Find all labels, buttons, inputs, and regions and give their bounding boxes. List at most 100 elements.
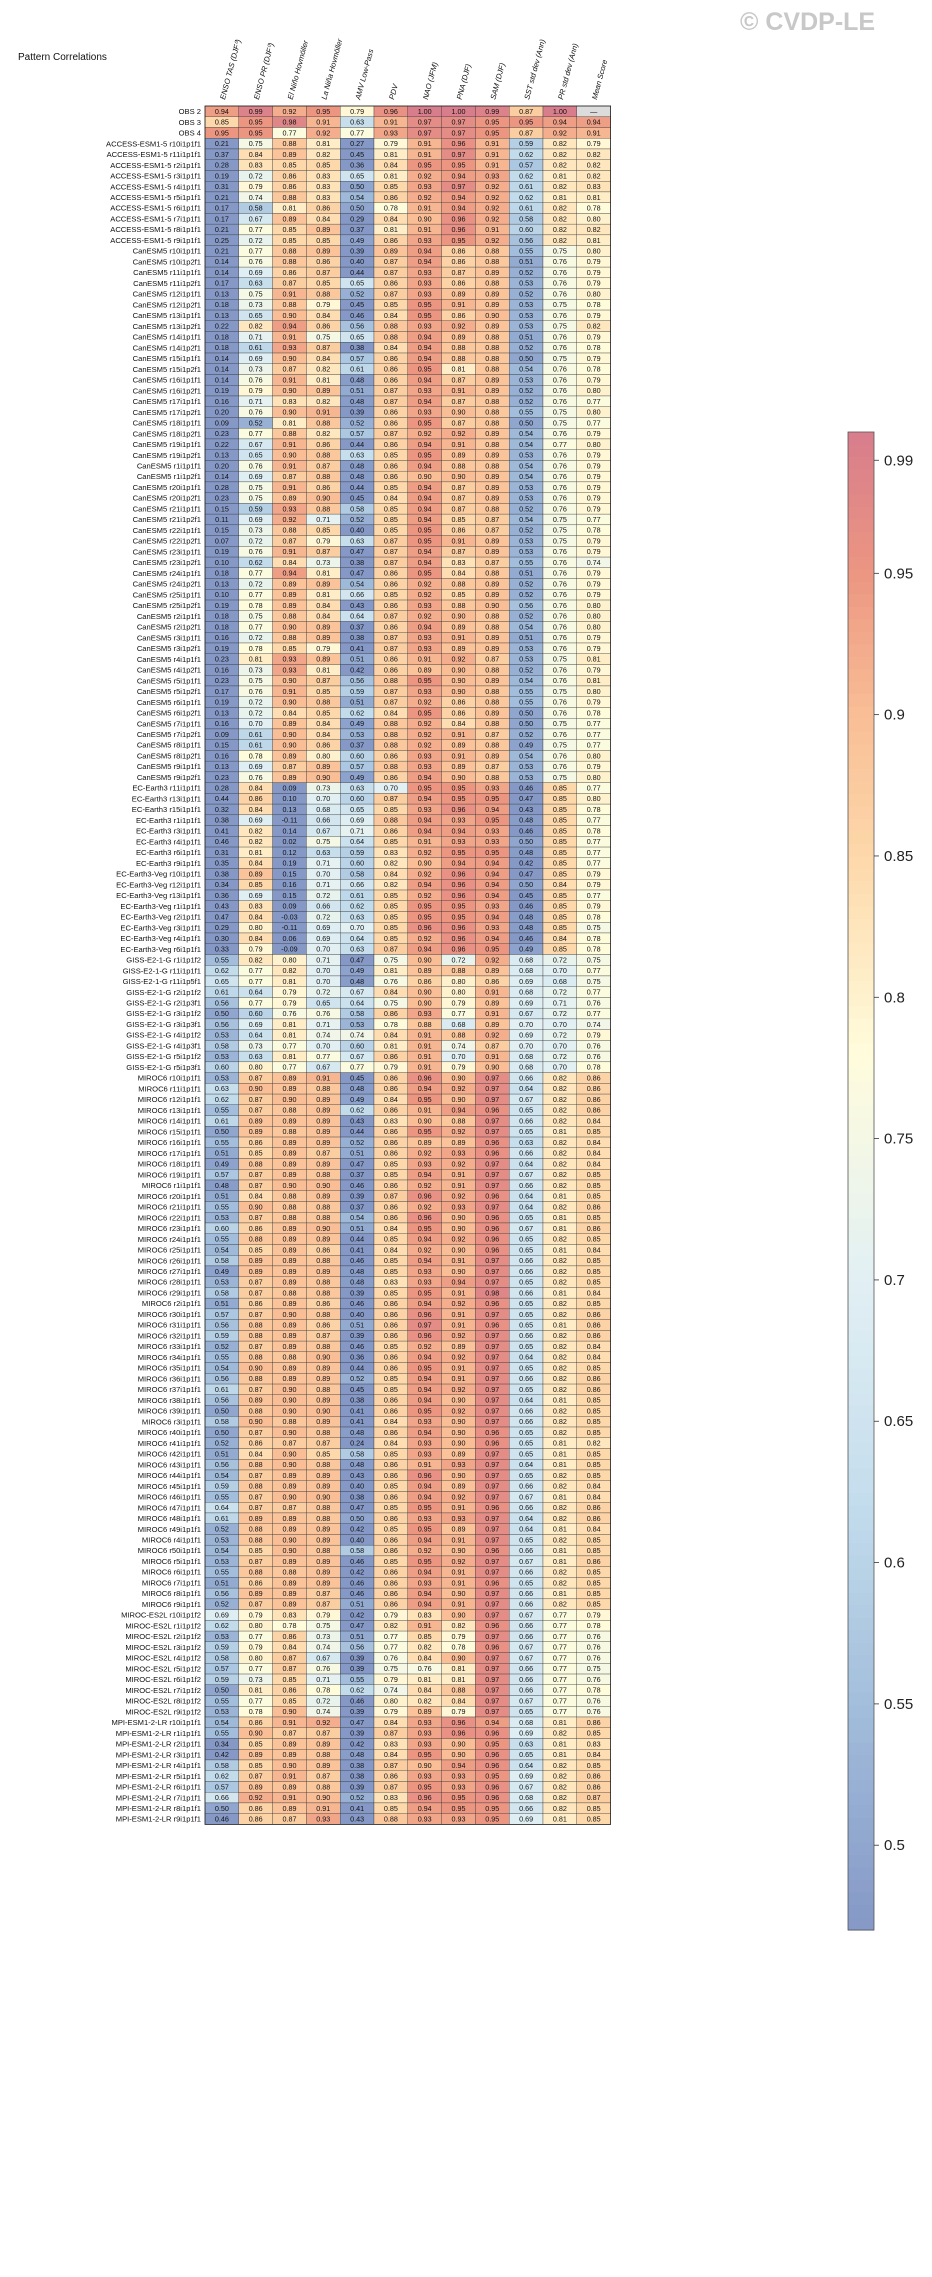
cell-value: 0.87 [384, 612, 398, 621]
cell-value: 0.74 [316, 1031, 330, 1040]
row-label: MIROC6 r49i1p1f1 [138, 1525, 201, 1534]
cell-value: 0.80 [316, 751, 330, 760]
row-label: CanESM5 r2i1p2f1 [137, 623, 201, 632]
cell-value: 0.87 [384, 698, 398, 707]
cell-value: 0.99 [249, 107, 263, 116]
cell-value: 0.89 [485, 751, 499, 760]
cell-value: 0.51 [350, 1320, 364, 1329]
row-label: CanESM5 r13i1p2f1 [133, 322, 201, 331]
cell-value: 0.91 [452, 1320, 466, 1329]
cell-value: 0.76 [553, 289, 567, 298]
cell-value: 0.55 [519, 558, 533, 567]
cell-value: 0.71 [316, 859, 330, 868]
cell-value: 0.77 [283, 1063, 297, 1072]
colorbar-tick-label: 0.85 [884, 848, 913, 865]
cell-value: 0.54 [215, 1471, 229, 1480]
cell-value: 0.87 [316, 268, 330, 277]
cell-value: 0.52 [519, 504, 533, 513]
cell-value: 0.29 [215, 923, 229, 932]
cell-value: 0.56 [215, 998, 229, 1007]
cell-value: 0.90 [418, 1761, 432, 1770]
cell-value: 0.66 [350, 880, 364, 889]
cell-value: 0.66 [316, 902, 330, 911]
cell-value: 0.91 [452, 536, 466, 545]
colorbar-band [848, 531, 874, 545]
cell-value: 0.85 [553, 816, 567, 825]
cell-value: 0.77 [553, 1686, 567, 1695]
cell-value: 0.78 [249, 644, 263, 653]
colorbar-band [848, 1543, 874, 1557]
cell-value: 0.46 [350, 1589, 364, 1598]
cell-value: 0.90 [452, 1653, 466, 1662]
cell-value: 0.70 [249, 719, 263, 728]
cell-value: 0.45 [519, 891, 533, 900]
cell-value: 0.72 [316, 988, 330, 997]
cell-value: 0.88 [485, 569, 499, 578]
cell-value: 0.94 [485, 880, 499, 889]
cell-value: 0.97 [485, 1460, 499, 1469]
colorbar-band [848, 1156, 874, 1170]
cell-value: 0.90 [452, 1073, 466, 1082]
cell-value: 0.85 [283, 236, 297, 245]
row-label: MIROC6 r43i1p1f1 [138, 1460, 201, 1469]
cell-value: 0.95 [485, 128, 499, 137]
row-label: MIROC6 r22i1p1f1 [138, 1213, 201, 1222]
cell-value: 0.94 [418, 1589, 432, 1598]
cell-value: 0.79 [587, 354, 601, 363]
row-label: MIROC6 r2i1p1f1 [142, 1299, 201, 1308]
cell-value: 0.94 [485, 869, 499, 878]
cell-value: 0.93 [418, 322, 432, 331]
cell-value: 0.54 [215, 1718, 229, 1727]
cell-value: 0.60 [350, 1041, 364, 1050]
cell-value: 0.81 [249, 848, 263, 857]
cell-value: 0.88 [316, 1342, 330, 1351]
cell-value: 1.00 [553, 107, 567, 116]
cell-value: 0.89 [283, 1299, 297, 1308]
cell-value: 0.62 [519, 150, 533, 159]
cell-value: 0.95 [215, 128, 229, 137]
cell-value: 0.77 [587, 730, 601, 739]
cell-value: 0.54 [215, 1546, 229, 1555]
cell-value: 0.93 [452, 1460, 466, 1469]
cell-value: 0.82 [553, 236, 567, 245]
cell-value: 0.85 [587, 1815, 601, 1824]
cell-value: 0.91 [452, 1503, 466, 1512]
cell-value: 0.43 [350, 601, 364, 610]
row-label: CanESM5 r5i1p2f1 [137, 687, 201, 696]
cell-value: 0.49 [350, 1095, 364, 1104]
cell-value: 0.79 [587, 483, 601, 492]
cell-value: 0.85 [384, 902, 398, 911]
cell-value: 0.97 [485, 1256, 499, 1265]
cell-value: 0.19 [283, 859, 297, 868]
cell-value: 0.64 [519, 1460, 533, 1469]
cell-value: 0.84 [384, 1031, 398, 1040]
cell-value: 0.48 [350, 1278, 364, 1287]
cell-value: 0.86 [384, 1546, 398, 1555]
colorbar-band [848, 1455, 874, 1469]
row-label: ACCESS-ESM1-5 r4i1p1f1 [110, 182, 201, 191]
cell-value: 0.53 [519, 547, 533, 556]
cell-value: 0.76 [587, 1675, 601, 1684]
cell-value: 0.65 [215, 977, 229, 986]
cell-value: 0.87 [384, 1782, 398, 1791]
colorbar-band [848, 1280, 874, 1294]
cell-value: 0.18 [215, 612, 229, 621]
cell-value: 0.69 [519, 1031, 533, 1040]
cell-value: 0.76 [384, 977, 398, 986]
cell-value: 0.79 [587, 494, 601, 503]
cell-value: 0.92 [452, 1084, 466, 1093]
colorbar-band [848, 469, 874, 483]
cell-value: 0.97 [485, 1181, 499, 1190]
cell-value: 0.91 [418, 139, 432, 148]
cell-value: 0.87 [384, 289, 398, 298]
column-label: PDV [387, 82, 400, 100]
cell-value: 0.82 [553, 1106, 567, 1115]
cell-value: 0.91 [452, 386, 466, 395]
cell-value: 0.84 [587, 1138, 601, 1147]
cell-value: 0.85 [553, 805, 567, 814]
cell-value: 0.75 [553, 408, 567, 417]
row-label: EC-Earth3 r11i1p1f1 [132, 784, 201, 793]
cell-value: 0.78 [587, 912, 601, 921]
colorbar-band [848, 506, 874, 520]
cell-value: 0.94 [418, 1600, 432, 1609]
